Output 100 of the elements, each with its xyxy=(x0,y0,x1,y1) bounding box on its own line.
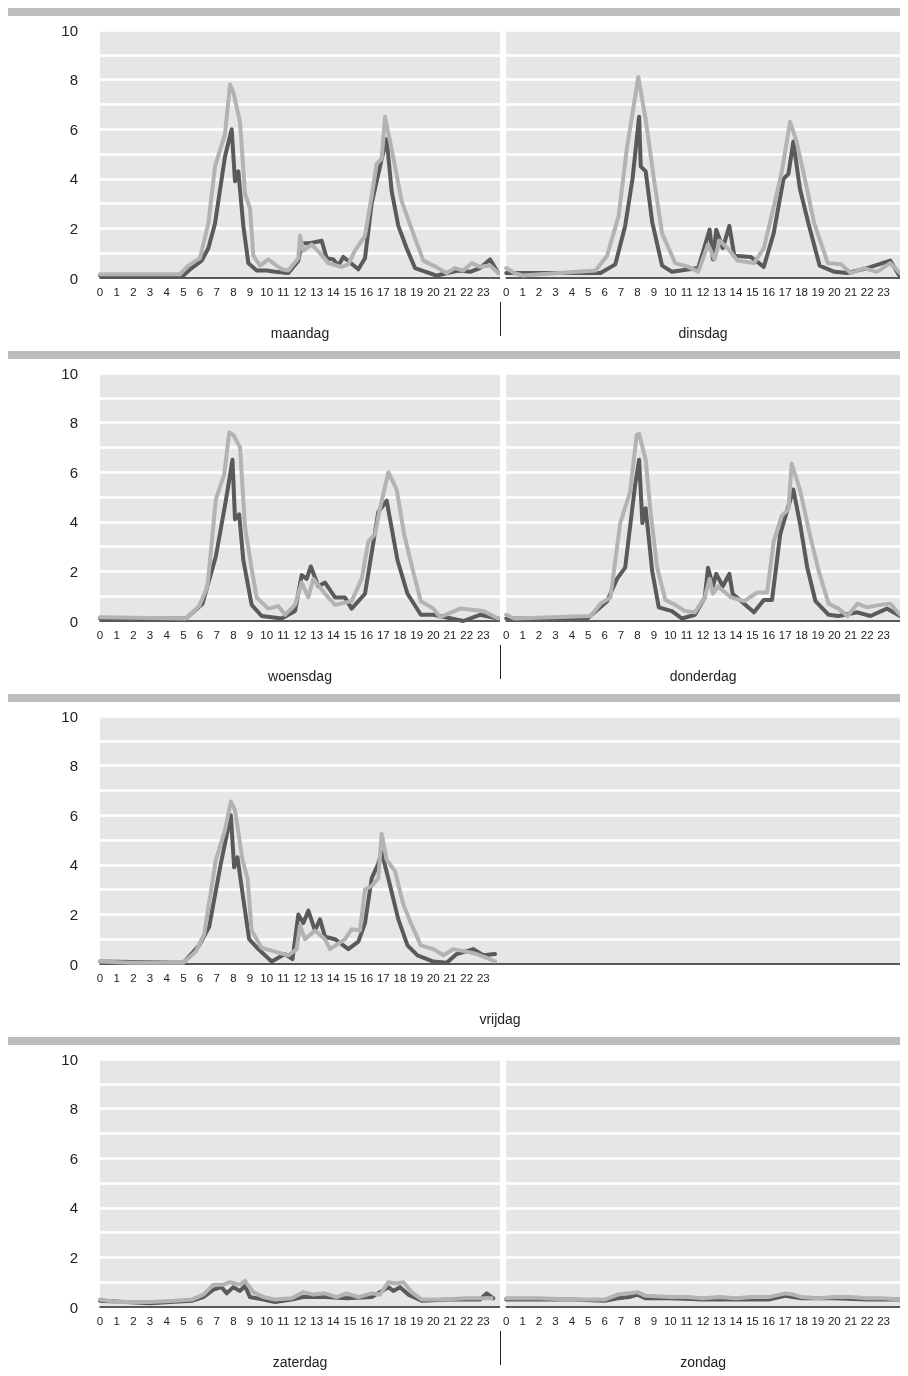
x-tick-label: 5 xyxy=(585,1315,592,1327)
y-tick-label: 10 xyxy=(61,21,78,39)
x-axis-title: woensdag xyxy=(267,668,332,684)
x-tick-label: 12 xyxy=(293,629,307,641)
x-tick-label: 0 xyxy=(96,972,104,984)
x-tick-label: 1 xyxy=(113,629,120,641)
x-tick-label: 23 xyxy=(476,1315,490,1327)
y-tick-label: 0 xyxy=(69,955,78,973)
x-tick-label: 5 xyxy=(180,1315,187,1327)
x-tick-label: 13 xyxy=(713,1315,726,1327)
x-tick-label: 14 xyxy=(326,1315,341,1327)
x-tick-label: 23 xyxy=(877,1315,890,1327)
x-tick-label: 14 xyxy=(326,972,341,984)
x-axis-title: zaterdag xyxy=(272,1354,328,1370)
x-tick-label: 3 xyxy=(552,286,559,298)
x-tick-label: 8 xyxy=(634,629,641,641)
x-tick-label: 23 xyxy=(877,629,890,641)
x-tick-label: 22 xyxy=(860,629,874,641)
x-axis-title: donderdag xyxy=(669,668,737,684)
x-tick-label: 15 xyxy=(745,286,759,298)
y-tick-label: 4 xyxy=(69,856,78,874)
x-tick-label: 17 xyxy=(778,286,792,298)
x-tick-label: 14 xyxy=(729,1315,743,1327)
y-tick-label: 0 xyxy=(69,269,78,287)
x-tick-label: 10 xyxy=(663,629,677,641)
y-tick-label: 6 xyxy=(69,120,78,138)
x-tick-label: 9 xyxy=(650,629,658,641)
x-tick-label: 0 xyxy=(502,1315,510,1327)
x-tick-label: 21 xyxy=(443,972,457,984)
y-tick-label: 8 xyxy=(69,757,78,775)
x-tick-label: 6 xyxy=(196,286,204,298)
x-tick-label: 10 xyxy=(260,972,274,984)
x-tick-label: 10 xyxy=(260,286,274,298)
x-tick-label: 15 xyxy=(745,629,759,641)
y-tick-label: 10 xyxy=(61,707,78,725)
x-tick-label: 14 xyxy=(326,286,341,298)
x-tick-label: 20 xyxy=(827,1315,841,1327)
x-tick-label: 18 xyxy=(393,972,407,984)
x-tick-label: 2 xyxy=(130,629,137,641)
x-tick-label: 19 xyxy=(811,1315,825,1327)
x-tick-label: 19 xyxy=(811,629,825,641)
x-tick-label: 13 xyxy=(310,286,324,298)
x-tick-label: 11 xyxy=(680,286,693,298)
x-tick-label: 16 xyxy=(762,286,776,298)
x-tick-label: 9 xyxy=(650,286,658,298)
x-tick-label: 3 xyxy=(146,286,154,298)
x-tick-label: 14 xyxy=(729,286,743,298)
x-tick-label: 8 xyxy=(634,286,641,298)
x-tick-label: 23 xyxy=(476,629,490,641)
x-tick-label: 16 xyxy=(360,972,374,984)
x-tick-label: 4 xyxy=(163,286,171,298)
y-tick-label: 2 xyxy=(69,905,78,923)
x-tick-label: 8 xyxy=(230,629,237,641)
x-tick-label: 15 xyxy=(343,972,357,984)
x-tick-label: 12 xyxy=(293,972,307,984)
x-tick-label: 16 xyxy=(762,629,776,641)
x-tick-label: 9 xyxy=(650,1315,658,1327)
x-tick-label: 13 xyxy=(310,972,324,984)
x-tick-label: 7 xyxy=(617,286,625,298)
x-tick-label: 9 xyxy=(246,972,254,984)
x-tick-label: 17 xyxy=(778,629,792,641)
x-tick-label: 21 xyxy=(844,629,858,641)
x-tick-label: 12 xyxy=(293,286,307,298)
x-tick-label: 18 xyxy=(393,629,407,641)
x-tick-label: 11 xyxy=(277,1315,290,1327)
x-tick-label: 1 xyxy=(113,1315,120,1327)
x-tick-label: 20 xyxy=(426,629,440,641)
x-tick-label: 22 xyxy=(460,972,474,984)
x-tick-label: 18 xyxy=(393,1315,407,1327)
x-tick-label: 20 xyxy=(827,286,841,298)
x-tick-label: 1 xyxy=(113,286,120,298)
x-tick-label: 10 xyxy=(260,629,274,641)
x-tick-label: 18 xyxy=(795,286,808,298)
x-tick-label: 19 xyxy=(410,286,424,298)
x-tick-label: 17 xyxy=(376,286,390,298)
y-tick-label: 6 xyxy=(69,463,78,481)
x-tick-label: 16 xyxy=(360,1315,374,1327)
x-tick-label: 3 xyxy=(146,629,154,641)
x-tick-label: 22 xyxy=(460,286,474,298)
x-tick-label: 2 xyxy=(130,286,137,298)
x-tick-label: 17 xyxy=(376,629,390,641)
x-tick-label: 21 xyxy=(844,1315,858,1327)
x-tick-label: 17 xyxy=(778,1315,792,1327)
x-tick-label: 16 xyxy=(360,629,374,641)
x-tick-label: 22 xyxy=(460,1315,474,1327)
x-tick-label: 8 xyxy=(230,972,237,984)
y-tick-label: 6 xyxy=(69,1149,78,1167)
x-tick-label: 13 xyxy=(310,629,324,641)
x-tick-label: 5 xyxy=(585,629,592,641)
x-tick-label: 4 xyxy=(163,629,171,641)
x-tick-label: 21 xyxy=(443,1315,457,1327)
x-tick-label: 16 xyxy=(762,1315,776,1327)
x-tick-label: 3 xyxy=(552,629,559,641)
y-tick-label: 10 xyxy=(61,364,78,382)
x-tick-label: 18 xyxy=(795,1315,808,1327)
x-tick-label: 2 xyxy=(535,1315,543,1327)
x-tick-label: 0 xyxy=(502,629,510,641)
x-tick-label: 3 xyxy=(146,1315,154,1327)
x-tick-label: 8 xyxy=(634,1315,641,1327)
x-tick-label: 2 xyxy=(535,286,543,298)
